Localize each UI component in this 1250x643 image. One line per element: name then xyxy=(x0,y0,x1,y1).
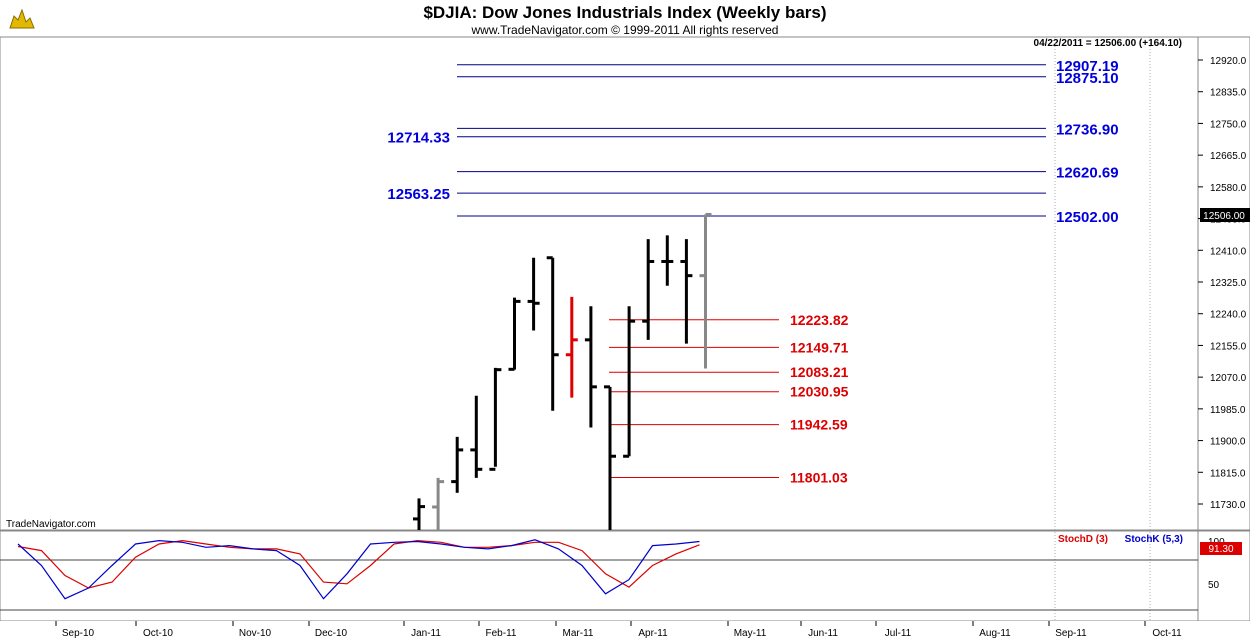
price-tick-label: 12070.0 xyxy=(1210,373,1247,384)
blue-level-label: 12620.69 xyxy=(1056,165,1119,182)
stoch-value-tag xyxy=(1200,542,1242,555)
red-level-label: 12083.21 xyxy=(790,364,849,380)
chart-copyright: www.TradeNavigator.com © 1999-2011 All r… xyxy=(471,23,779,37)
date-tick-label: Jul-11 xyxy=(885,628,912,639)
price-tick-label: 11730.0 xyxy=(1210,500,1246,511)
price-tick-label: 12410.0 xyxy=(1210,246,1247,257)
stoch-panel xyxy=(0,530,1199,622)
price-tick-label: 12665.0 xyxy=(1210,151,1247,162)
blue-level-label: 12736.90 xyxy=(1056,121,1119,138)
grid xyxy=(1054,37,1151,621)
red-level-label: 12223.82 xyxy=(790,312,849,328)
price-tick-label: 12920.0 xyxy=(1210,56,1247,67)
stochk-legend: StochK (5,3) xyxy=(1125,534,1183,545)
price-bar xyxy=(565,296,578,398)
price-bar xyxy=(680,239,693,344)
price-tick-label: 12240.0 xyxy=(1210,310,1247,321)
blue-level-label: 12907.19 xyxy=(1056,58,1119,75)
blue-level-label: 12563.25 xyxy=(387,186,450,203)
price-bars xyxy=(413,212,712,530)
price-panel xyxy=(0,36,1199,531)
price-tick-label: 11985.0 xyxy=(1210,405,1246,416)
blue-level-label: 12714.33 xyxy=(387,130,450,147)
price-bar xyxy=(451,436,464,493)
price-bar xyxy=(546,256,559,411)
date-tick-label: Aug-11 xyxy=(979,628,1011,639)
date-tick-label: Nov-10 xyxy=(239,628,272,639)
price-tick-label: 12750.0 xyxy=(1210,119,1247,130)
trade-navigator-logo-icon xyxy=(8,6,36,32)
stochd-line xyxy=(17,539,700,589)
date-tick-label: Oct-11 xyxy=(1152,628,1182,639)
price-bar xyxy=(432,477,445,530)
chart-title: $DJIA: Dow Jones Industrials Index (Week… xyxy=(423,3,826,22)
price-tick-label: 11900.0 xyxy=(1210,437,1246,448)
price-tick-label: 12835.0 xyxy=(1210,88,1247,99)
blue-level-label: 12875.10 xyxy=(1056,70,1119,87)
date-tick-label: Dec-10 xyxy=(315,628,348,639)
price-tick-label: 12580.0 xyxy=(1210,183,1247,194)
stoch-tick-50: 50 xyxy=(1208,580,1220,591)
red-level-label: 11801.03 xyxy=(790,469,848,485)
price-bar xyxy=(508,297,521,371)
date-tick-label: Sep-11 xyxy=(1055,628,1087,639)
date-tick-label: Sep-10 xyxy=(62,628,95,639)
price-tick-label: 12155.0 xyxy=(1210,341,1247,352)
date-tick-label: Jun-11 xyxy=(808,628,838,639)
date-tick-label: Jan-11 xyxy=(411,628,441,639)
last-price-tag xyxy=(1200,208,1250,222)
date-tick-label: Feb-11 xyxy=(486,628,517,639)
price-bar xyxy=(623,306,636,458)
blue-level-label: 12502.00 xyxy=(1056,209,1119,226)
stochd-legend: StochD (3) xyxy=(1058,534,1108,545)
red-level-label: 11942.59 xyxy=(790,417,848,433)
price-bar xyxy=(661,235,674,286)
price-bar xyxy=(489,367,502,471)
price-bar xyxy=(584,306,597,428)
price-bar xyxy=(642,239,655,340)
date-tick-label: Mar-11 xyxy=(563,628,594,639)
price-bar xyxy=(527,257,540,331)
date-axis xyxy=(0,621,1250,643)
stoch-value-label: 91.30 xyxy=(1208,544,1233,555)
red-level-label: 12149.71 xyxy=(790,339,849,355)
last-price-label: 12506.00 xyxy=(1203,211,1245,222)
price-bar xyxy=(604,385,616,530)
price-bar xyxy=(699,212,712,369)
price-tick-label: 12325.0 xyxy=(1210,278,1247,289)
date-tick-label: May-11 xyxy=(734,628,767,639)
stochk-line xyxy=(17,539,700,600)
price-tick-label: 11815.0 xyxy=(1210,468,1246,479)
price-axis xyxy=(1197,36,1250,531)
status-line: 04/22/2011 = 12506.00 (+164.10) xyxy=(1034,38,1182,49)
red-level-label: 12030.95 xyxy=(790,384,849,400)
date-tick-label: Oct-10 xyxy=(143,628,173,639)
price-bar xyxy=(470,395,483,478)
date-tick-label: Apr-11 xyxy=(638,628,668,639)
date-tick-labels: Sep-10 Oct-10 Nov-10 Dec-10 Jan-11 Feb-11 Mar-… xyxy=(55,621,1182,639)
watermark: TradeNavigator.com xyxy=(6,519,96,530)
price-bar xyxy=(413,498,425,530)
